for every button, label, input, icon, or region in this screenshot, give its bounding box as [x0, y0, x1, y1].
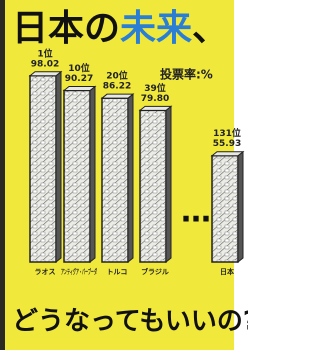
- gap-mark: …: [181, 195, 211, 230]
- x-tick-label: アンティグア・バーブーダ: [61, 267, 97, 276]
- unit-label: 投票率:%: [160, 67, 213, 82]
- bar-side: [128, 94, 133, 262]
- bar: [30, 76, 56, 262]
- bar-top: [212, 152, 243, 156]
- chart-title: 日本の未来、: [12, 8, 228, 49]
- rank-label: 131位: [213, 127, 241, 139]
- footer-text: どうなってもいいの?: [12, 307, 248, 337]
- bar: [102, 98, 128, 262]
- bar-side: [56, 72, 61, 262]
- bar-top: [30, 72, 61, 76]
- value-label: 55.93: [213, 139, 241, 149]
- rank-label: 1位: [37, 47, 52, 59]
- rank-label: 39位: [144, 82, 166, 94]
- title-part: 未来: [120, 8, 192, 49]
- value-label: 90.27: [65, 74, 93, 84]
- value-label: 86.22: [103, 82, 131, 92]
- bar: [64, 90, 90, 262]
- bar-top: [64, 86, 95, 90]
- x-tick-label: ブラジル: [141, 267, 169, 276]
- bar: [140, 110, 166, 262]
- rank-label: 10位: [68, 62, 90, 74]
- x-tick-label: 日本: [220, 267, 234, 276]
- poster-edge: [0, 0, 5, 350]
- rank-label: 20位: [106, 70, 128, 82]
- bar-side: [90, 86, 95, 262]
- bar-side: [238, 152, 243, 262]
- value-label: 98.02: [31, 59, 59, 69]
- value-label: 79.80: [141, 94, 169, 104]
- x-tick-label: トルコ: [107, 268, 128, 276]
- bar-side: [166, 106, 171, 262]
- title-part: 、: [192, 8, 228, 49]
- bar: [212, 156, 238, 262]
- bar-top: [102, 94, 133, 98]
- bar-top: [140, 106, 171, 110]
- title-part: 日本の: [12, 8, 120, 49]
- x-tick-label: ラオス: [35, 268, 56, 276]
